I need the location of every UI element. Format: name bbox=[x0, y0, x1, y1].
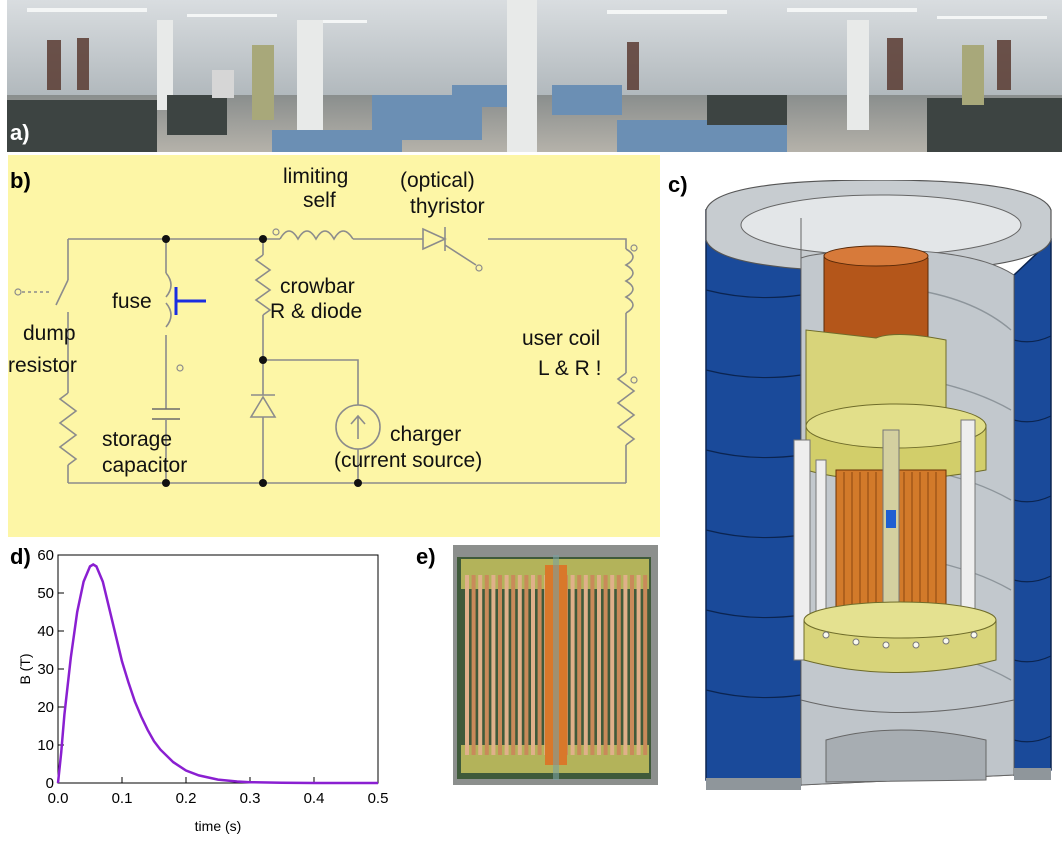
crowbar-label-1: crowbar bbox=[280, 275, 355, 298]
thyristor-label-1: (optical) bbox=[400, 169, 475, 192]
dump-resistor-label-2: resistor bbox=[8, 354, 77, 377]
crowbar-label-2: R & diode bbox=[270, 300, 362, 323]
x-tick-label: 0.3 bbox=[240, 790, 261, 807]
panel-a-label: a) bbox=[10, 120, 30, 145]
storage-capacitor-label-2: capacitor bbox=[102, 454, 187, 477]
limiting-inductor-symbol bbox=[279, 230, 354, 241]
x-tick-label: 0.4 bbox=[304, 790, 325, 807]
user-coil-label-1: user coil bbox=[522, 327, 600, 350]
dump-resistor-symbol bbox=[58, 392, 78, 466]
panel-e-photo bbox=[453, 545, 658, 785]
winding-stripe bbox=[478, 575, 483, 755]
winding-stripe bbox=[471, 575, 476, 755]
winding-stripe bbox=[491, 575, 496, 755]
winding-stripe bbox=[524, 575, 529, 755]
y-tick-label: 30 bbox=[37, 661, 54, 678]
y-axis-label: B (T) bbox=[20, 653, 33, 684]
winding-stripe bbox=[623, 575, 628, 755]
winding-stripe bbox=[517, 575, 522, 755]
thyristor-label-2: thyristor bbox=[410, 195, 485, 218]
winding-stripe bbox=[511, 575, 516, 755]
fuse-label: fuse bbox=[112, 290, 152, 313]
thyristor-symbol bbox=[422, 227, 477, 266]
x-axis-ticks: 0.0 0.1 0.2 0.3 0.4 0.5 bbox=[48, 777, 389, 807]
circuit-diagram: limiting self (optical) thyristor crowba… bbox=[8, 155, 660, 537]
fuse-symbol bbox=[165, 272, 172, 298]
winding-stripe bbox=[465, 575, 469, 755]
limiting-self-label-2: self bbox=[303, 189, 336, 212]
x-tick-label: 0.5 bbox=[368, 790, 389, 807]
storage-capacitor-label-1: storage bbox=[102, 428, 172, 451]
capacitor-hall-photo bbox=[7, 0, 1062, 152]
y-tick-label: 60 bbox=[37, 547, 54, 564]
yellow-former bbox=[805, 329, 947, 426]
limiting-self-label-1: limiting bbox=[283, 165, 348, 188]
winding-stripe bbox=[504, 575, 509, 755]
winding-stripe bbox=[484, 575, 489, 755]
winding-stripe bbox=[603, 575, 608, 755]
user-coil-label-2: L & R ! bbox=[538, 357, 601, 380]
y-tick-label: 0 bbox=[46, 775, 54, 792]
winding-stripe bbox=[616, 575, 621, 755]
x-tick-label: 0.1 bbox=[112, 790, 133, 807]
x-tick-label: 0.0 bbox=[48, 790, 69, 807]
wound-coil-photo bbox=[453, 545, 658, 785]
winding-stripe bbox=[537, 575, 542, 755]
y-tick-label: 10 bbox=[37, 737, 54, 754]
winding-stripe bbox=[636, 575, 641, 755]
winding-stripe bbox=[531, 575, 535, 755]
circuit-background bbox=[8, 155, 660, 537]
panel-b-circuit: limiting self (optical) thyristor crowba… bbox=[8, 155, 660, 537]
series-line bbox=[56, 563, 378, 785]
winding-stripe bbox=[570, 575, 575, 755]
winding-stripe bbox=[577, 575, 582, 755]
panel-d-chart: 0.0 0.1 0.2 0.3 0.4 0.5 0 10 20 30 40 50 60 time (s… bbox=[17, 545, 400, 840]
panel-e-label: e) bbox=[416, 544, 436, 569]
panel-d-label: d) bbox=[10, 544, 31, 569]
plot-frame bbox=[57, 554, 379, 784]
fuse-blue-bar bbox=[174, 287, 206, 315]
panel-c-coil bbox=[696, 179, 1062, 840]
winding-stripe bbox=[590, 575, 595, 755]
y-tick-label: 20 bbox=[37, 699, 54, 716]
charger-label-2: (current source) bbox=[334, 449, 482, 472]
winding-stripe bbox=[643, 575, 648, 755]
crowbar-resistor-symbol bbox=[254, 254, 272, 316]
winding-stripe bbox=[610, 575, 615, 755]
panel-b-label: b) bbox=[10, 168, 31, 193]
coil-cutaway-render bbox=[705, 179, 1052, 790]
x-axis-label: time (s) bbox=[195, 818, 242, 834]
winding-stripe bbox=[583, 575, 588, 755]
user-coil-resistor-symbol bbox=[616, 372, 636, 446]
panel-c-label: c) bbox=[668, 172, 688, 197]
user-coil-inductor-symbol bbox=[624, 248, 634, 314]
dump-resistor-label-1: dump bbox=[23, 322, 76, 345]
panel-a-photo bbox=[7, 0, 1062, 152]
dump-switch bbox=[55, 279, 69, 306]
y-tick-label: 40 bbox=[37, 623, 54, 640]
winding-stripe bbox=[498, 575, 502, 755]
winding-stripe bbox=[630, 575, 634, 755]
x-tick-label: 0.2 bbox=[176, 790, 197, 807]
y-tick-label: 50 bbox=[37, 585, 54, 602]
field-pulse-chart: 0.0 0.1 0.2 0.3 0.4 0.5 0 10 20 30 40 50 60 time (s… bbox=[17, 547, 389, 834]
charger-label-1: charger bbox=[390, 423, 461, 446]
y-axis-ticks: 0 10 20 30 40 50 60 bbox=[37, 547, 64, 792]
winding-stripe bbox=[597, 575, 601, 755]
